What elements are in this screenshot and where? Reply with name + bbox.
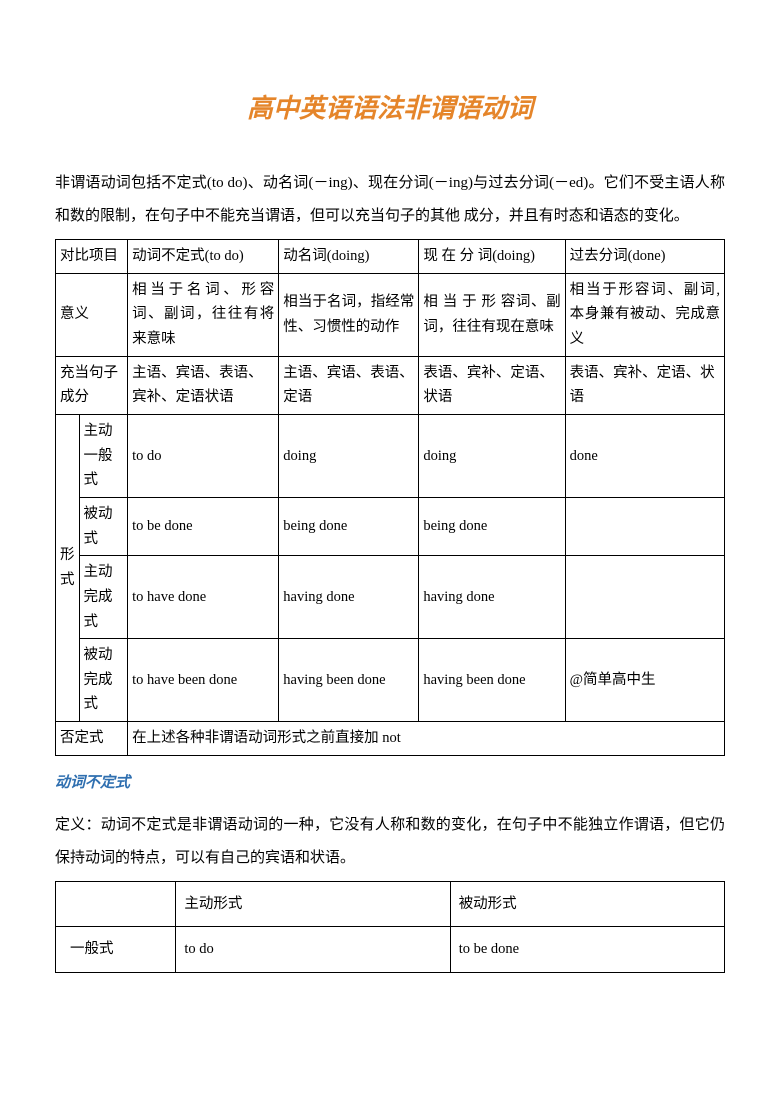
cell: 被动完成式 <box>79 639 128 722</box>
cell: having done <box>419 556 565 639</box>
table-row: 形式 主动一般式 to do doing doing done <box>56 415 725 498</box>
cell: doing <box>419 415 565 498</box>
cell: being done <box>419 497 565 555</box>
table-row: 主动形式 被动形式 <box>56 881 725 927</box>
cell: 主动一般式 <box>79 415 128 498</box>
cell: 主动完成式 <box>79 556 128 639</box>
cell: 意义 <box>56 273 128 356</box>
cell: 相当于名词、形容词、副词，往往有将来意味 <box>128 273 279 356</box>
cell: to have been done <box>128 639 279 722</box>
header-cell: 过去分词(done) <box>565 240 724 274</box>
cell: to do <box>176 927 450 973</box>
cell: to have done <box>128 556 279 639</box>
cell: 充当句子成分 <box>56 356 128 414</box>
cell: @简单高中生 <box>565 639 724 722</box>
table-row: 主动完成式 to have done having done having do… <box>56 556 725 639</box>
cell: to do <box>128 415 279 498</box>
cell: 否定式 <box>56 722 128 756</box>
cell: done <box>565 415 724 498</box>
cell: 相 当 于 形 容词、副词，往往有现在意味 <box>419 273 565 356</box>
cell: to be done <box>450 927 724 973</box>
table-row: 否定式 在上述各种非谓语动词形式之前直接加 not <box>56 722 725 756</box>
table-row: 被动式 to be done being done being done <box>56 497 725 555</box>
cell <box>565 497 724 555</box>
table-row: 充当句子成分 主语、宾语、表语、宾补、定语状语 主语、宾语、表语、定语 表语、宾… <box>56 356 725 414</box>
section-subtitle: 动词不定式 <box>55 766 725 799</box>
header-cell <box>56 881 176 927</box>
header-cell: 对比项目 <box>56 240 128 274</box>
table-row: 被动完成式 to have been done having been done… <box>56 639 725 722</box>
header-cell: 被动形式 <box>450 881 724 927</box>
cell: 主语、宾语、表语、定语 <box>279 356 419 414</box>
table-row: 一般式 to do to be done <box>56 927 725 973</box>
cell: 主语、宾语、表语、宾补、定语状语 <box>128 356 279 414</box>
cell: 相当于名词，指经常性、习惯性的动作 <box>279 273 419 356</box>
cell <box>565 556 724 639</box>
comparison-table: 对比项目 动词不定式(to do) 动名词(doing) 现 在 分 词(doi… <box>55 239 725 756</box>
cell: 表语、宾补、定语、状语 <box>419 356 565 414</box>
definition-paragraph: 定义：动词不定式是非谓语动词的一种，它没有人称和数的变化，在句子中不能独立作谓语… <box>55 809 725 875</box>
cell: to be done <box>128 497 279 555</box>
form-label-cell: 形式 <box>56 415 80 722</box>
header-cell: 动名词(doing) <box>279 240 419 274</box>
cell: doing <box>279 415 419 498</box>
header-cell: 主动形式 <box>176 881 450 927</box>
header-cell: 现 在 分 词(doing) <box>419 240 565 274</box>
cell: being done <box>279 497 419 555</box>
table-row: 意义 相当于名词、形容词、副词，往往有将来意味 相当于名词，指经常性、习惯性的动… <box>56 273 725 356</box>
page-title: 高中英语语法非谓语动词 <box>55 80 725 137</box>
cell: 在上述各种非谓语动词形式之前直接加 not <box>128 722 725 756</box>
cell: having done <box>279 556 419 639</box>
cell: 一般式 <box>56 927 176 973</box>
cell: having been done <box>419 639 565 722</box>
infinitive-table: 主动形式 被动形式 一般式 to do to be done <box>55 881 725 973</box>
header-cell: 动词不定式(to do) <box>128 240 279 274</box>
cell: 相当于形容词、副词, 本身兼有被动、完成意义 <box>565 273 724 356</box>
cell: 被动式 <box>79 497 128 555</box>
cell: having been done <box>279 639 419 722</box>
table-row: 对比项目 动词不定式(to do) 动名词(doing) 现 在 分 词(doi… <box>56 240 725 274</box>
cell: 表语、宾补、定语、状语 <box>565 356 724 414</box>
intro-paragraph: 非谓语动词包括不定式(to do)、动名词(－ing)、现在分词(－ing)与过… <box>55 167 725 233</box>
